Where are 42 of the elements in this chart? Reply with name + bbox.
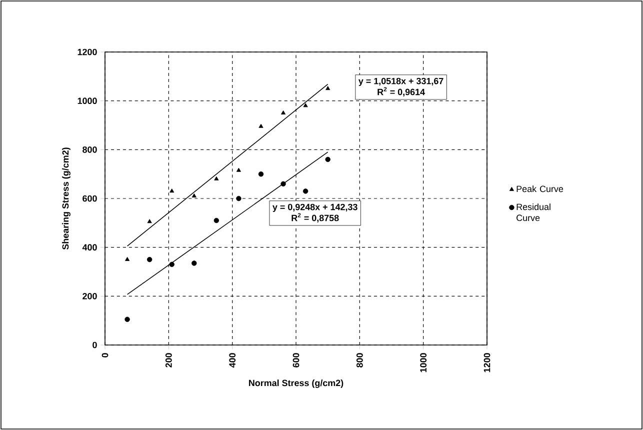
x-tick-label: 800 xyxy=(356,353,363,368)
point xyxy=(214,218,220,224)
y-tick-label: 600 xyxy=(82,195,97,202)
point xyxy=(169,262,174,268)
point xyxy=(146,256,152,262)
point xyxy=(302,188,308,194)
x-tick-label: 0 xyxy=(102,353,108,358)
point xyxy=(258,171,264,177)
y-tick-label: 1200 xyxy=(78,48,97,56)
point xyxy=(192,193,196,198)
point xyxy=(303,103,308,108)
point xyxy=(236,168,241,172)
point xyxy=(258,124,264,128)
point xyxy=(170,188,174,193)
annotation: R$^{2}$ = 0,8758 xyxy=(292,213,339,222)
annotation: y = 0,9248x + 142,33 xyxy=(272,204,358,212)
point xyxy=(236,196,242,202)
y-tick-label: 800 xyxy=(82,146,97,153)
y-axis-title: Shearing Stress (g/cm2) xyxy=(62,148,70,250)
point xyxy=(125,256,130,261)
point xyxy=(124,316,130,322)
point xyxy=(147,219,152,224)
x-axis-title: Normal Stress (g/cm2) xyxy=(249,380,344,388)
y-tick-label: 0 xyxy=(92,342,97,348)
y-tick-label: 400 xyxy=(82,244,97,251)
legend-label: Peak Curve xyxy=(516,186,564,192)
point xyxy=(280,181,286,186)
point xyxy=(192,260,197,266)
x-tick-label: 1200 xyxy=(484,353,490,372)
legend-label: Residual Curve xyxy=(516,203,550,222)
x-tick-label: 600 xyxy=(292,353,300,368)
point xyxy=(280,110,286,114)
y-tick-label: 1000 xyxy=(78,98,97,104)
x-tick-label: 200 xyxy=(165,353,172,368)
x-tick-label: 400 xyxy=(229,353,236,368)
annotation: y = 1,0518x + 331,67 xyxy=(358,78,444,86)
y-tick-label: 200 xyxy=(82,292,97,300)
point xyxy=(325,156,330,162)
point xyxy=(214,176,219,180)
point xyxy=(326,86,330,90)
annotation: R$^{2}$ = 0,9614 xyxy=(378,87,425,96)
x-tick-label: 1000 xyxy=(420,353,427,372)
